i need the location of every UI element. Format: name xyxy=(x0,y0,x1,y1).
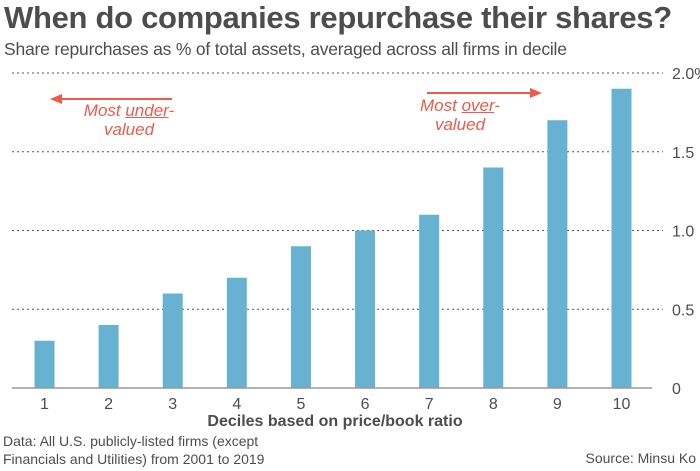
annotation-text: valued xyxy=(103,120,155,139)
annotation-text: Most xyxy=(83,101,126,120)
x-tick-label: 10 xyxy=(613,396,631,413)
bar-decile-10 xyxy=(611,88,632,388)
x-tick-label: 4 xyxy=(232,396,241,413)
gridlines xyxy=(12,72,663,310)
source-credit: Source: Minsu Ko xyxy=(585,450,697,466)
x-tick-label: 7 xyxy=(425,396,434,413)
y-tick-label: 1.5 xyxy=(672,145,694,162)
data-note-line: Data: All U.S. publicly-listed firms (ex… xyxy=(3,433,259,449)
annotation-text: Most xyxy=(420,96,462,115)
bar-decile-1 xyxy=(34,340,55,388)
x-axis-label: Deciles based on price/book ratio xyxy=(0,413,700,431)
y-tick-label: 0.5 xyxy=(672,302,694,319)
x-tick-label: 1 xyxy=(40,396,49,413)
y-tick-labels: 0 0.5 1.0 1.5 2.0% xyxy=(672,66,700,398)
x-tick-label: 8 xyxy=(489,396,498,413)
y-tick-label: 2.0% xyxy=(672,66,700,83)
y-tick-label: 0 xyxy=(672,381,681,398)
annotation-text: - xyxy=(168,101,175,120)
data-note-line: Financials and Utilities) from 2001 to 2… xyxy=(3,451,265,467)
bars xyxy=(34,88,632,388)
x-tick-label: 2 xyxy=(104,396,113,413)
x-tick-label: 6 xyxy=(361,396,370,413)
bar-decile-9 xyxy=(547,120,568,388)
bar-decile-8 xyxy=(483,167,504,388)
arrow-left-head xyxy=(50,94,62,104)
x-axis-label-text: Deciles based on price/book ratio xyxy=(207,413,463,430)
x-tick-label: 9 xyxy=(553,396,562,413)
bar-decile-3 xyxy=(162,293,183,388)
annotation-most-undervalued: Most under- valued xyxy=(74,101,184,139)
x-tick-labels: 1 2 3 4 5 6 7 8 9 10 xyxy=(40,396,630,413)
annotation-text: - xyxy=(494,96,500,115)
annotation-underlined-text: over xyxy=(461,96,495,115)
annotation-underlined-text: under xyxy=(125,101,169,120)
chart-subtitle: Share repurchases as % of total assets, … xyxy=(4,39,567,59)
data-note: Data: All U.S. publicly-listed firms (ex… xyxy=(3,432,264,468)
x-tick-label: 5 xyxy=(296,396,305,413)
annotation-most-overvalued: Most over- valued xyxy=(418,96,502,134)
bar-decile-5 xyxy=(290,246,311,388)
bar-decile-2 xyxy=(98,325,119,388)
bar-decile-4 xyxy=(226,277,247,388)
annotation-text: valued xyxy=(434,115,486,134)
annotation-arrows xyxy=(50,88,542,104)
bar-decile-6 xyxy=(355,230,376,388)
arrow-right-head xyxy=(530,88,542,98)
bar-decile-7 xyxy=(419,214,440,388)
chart-title: When do companies repurchase their share… xyxy=(4,0,672,35)
y-tick-label: 1.0 xyxy=(672,224,694,241)
x-tick-label: 3 xyxy=(168,396,177,413)
